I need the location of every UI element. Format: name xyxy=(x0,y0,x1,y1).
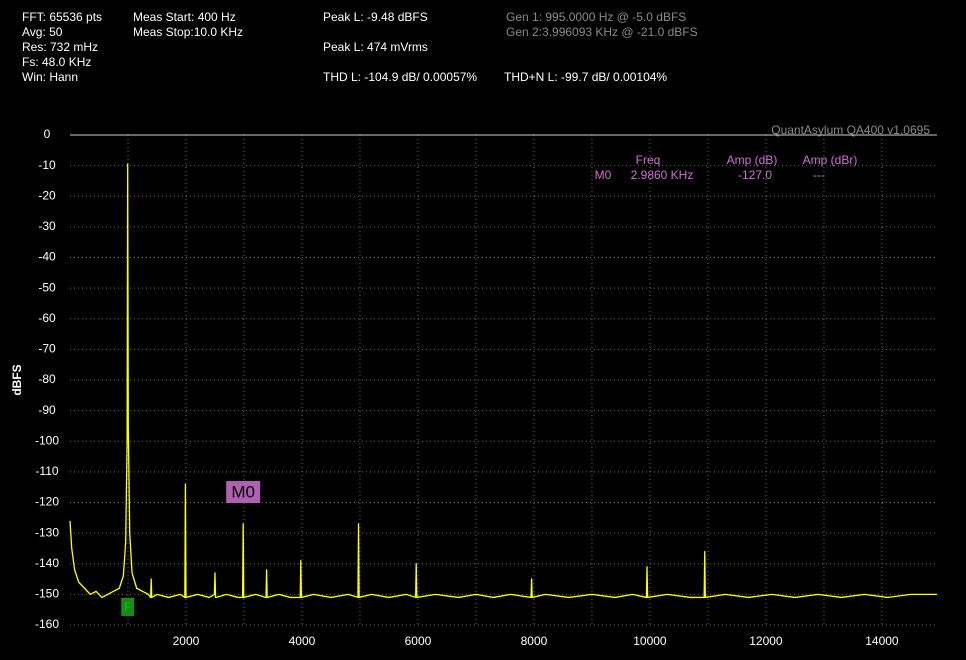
info: Win: Hann xyxy=(22,70,78,84)
y-tick-label: -10 xyxy=(38,158,56,172)
cell: --- xyxy=(813,168,825,182)
marker-label: F xyxy=(124,600,131,614)
y-tick-label: -70 xyxy=(38,342,56,356)
x-tick-label: 10000 xyxy=(633,634,667,648)
gen-info: Gen 1: 995.0000 Hz @ -5.0 dBFS xyxy=(506,10,686,24)
x-tick-label: 4000 xyxy=(289,634,316,648)
cell: M0 xyxy=(595,168,612,182)
marker-table: Freq Amp (dB) Amp (dBr) M0 2.9860 KHz -1… xyxy=(595,153,858,182)
info: Avg: 50 xyxy=(22,25,63,39)
x-tick-label: 14000 xyxy=(865,634,899,648)
spectrum-trace xyxy=(69,163,937,599)
y-tick-label: -60 xyxy=(38,311,56,325)
y-tick-label: -100 xyxy=(35,433,59,447)
header: FFT: 65536 pts Avg: 50 Res: 732 mHz Fs: … xyxy=(22,10,698,84)
info: Peak L: -9.48 dBFS xyxy=(323,10,428,24)
info: FFT: 65536 pts xyxy=(22,10,102,24)
y-tick-label: -90 xyxy=(38,403,56,417)
marker xyxy=(121,598,135,616)
info: Fs: 48.0 KHz xyxy=(22,55,91,69)
y-tick-label: -150 xyxy=(35,587,59,601)
x-tick-label: 12000 xyxy=(749,634,783,648)
y-tick-label: -110 xyxy=(35,464,58,478)
marker-label: M0 xyxy=(231,482,255,501)
gen-info: Gen 2:3.996093 KHz @ -21.0 dBFS xyxy=(506,25,698,39)
y-tick-label: -160 xyxy=(35,617,59,631)
y-tick-label: -80 xyxy=(38,372,56,386)
x-tick-label: 8000 xyxy=(521,634,548,648)
marker xyxy=(226,481,261,503)
cell: 2.9860 KHz xyxy=(631,168,694,182)
y-tick-label: -130 xyxy=(35,525,59,539)
watermark: QuantAsylum QA400 v1.0695 xyxy=(771,123,930,137)
info: THD+N L: -99.7 dB/ 0.00104% xyxy=(504,70,667,84)
y-tick-label: -20 xyxy=(38,188,56,202)
info: Meas Stop:10.0 KHz xyxy=(133,25,243,39)
column-header: Amp (dB) xyxy=(727,153,778,167)
y-tick-label: -30 xyxy=(38,219,56,233)
cell: -127.0 xyxy=(738,168,772,182)
y-tick-label: -120 xyxy=(35,495,59,509)
info: THD L: -104.9 dB/ 0.00057% xyxy=(323,70,477,84)
y-tick-label: -50 xyxy=(38,280,56,294)
column-header: Freq xyxy=(636,153,661,167)
x-tick-label: 2000 xyxy=(173,634,200,648)
info: Meas Start: 400 Hz xyxy=(133,10,236,24)
info: Peak L: 474 mVrms xyxy=(323,40,428,54)
info: Res: 732 mHz xyxy=(22,40,98,54)
y-axis-label: dBFS xyxy=(10,364,24,395)
y-tick-label: -140 xyxy=(35,556,59,570)
y-tick-label: -40 xyxy=(38,250,56,264)
x-tick-label: 6000 xyxy=(405,634,432,648)
column-header: Amp (dBr) xyxy=(803,153,858,167)
y-tick-label: 0 xyxy=(44,127,51,141)
